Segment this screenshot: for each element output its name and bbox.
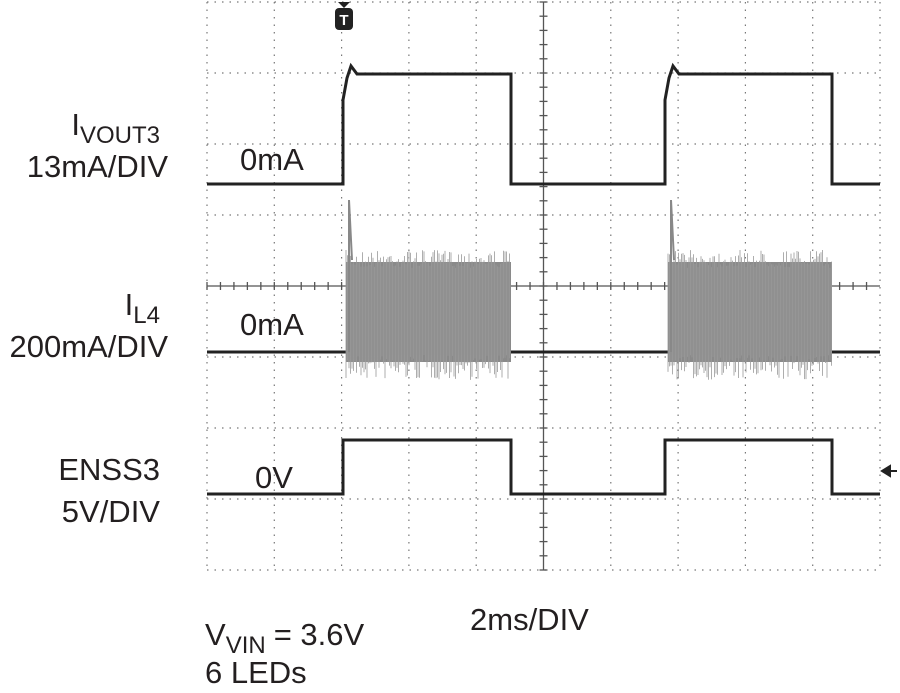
trace-label: IL4 [125,287,160,329]
trace-scale: 200mA/DIV [9,329,168,364]
trace-label: IVOUT3 [71,107,160,149]
inrush-spike [348,199,353,352]
trace-label: ENSS3 [58,452,160,487]
trace-enss3 [207,438,880,496]
condition: VVIN = 3.6V [205,617,365,659]
inrush-spike [670,199,675,352]
waveforms [207,62,880,496]
ground-marker [880,464,897,478]
timebase: 2ms/DIV [470,602,589,637]
zero-label: 0mA [240,142,304,177]
trigger-label: T [339,12,348,29]
zero-label: 0V [255,460,293,495]
led-count: 6 LEDs [205,655,307,688]
trigger-marker: T [335,2,353,30]
trace-scale: 13mA/DIV [27,149,169,184]
trace-scale: 5V/DIV [62,494,161,529]
switching-noise [667,250,832,380]
zero-label: 0mA [240,307,304,342]
switching-noise [345,250,510,380]
trace-ivout3 [207,62,880,186]
